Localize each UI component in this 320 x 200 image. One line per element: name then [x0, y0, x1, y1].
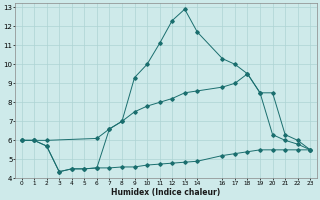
X-axis label: Humidex (Indice chaleur): Humidex (Indice chaleur) — [111, 188, 220, 197]
